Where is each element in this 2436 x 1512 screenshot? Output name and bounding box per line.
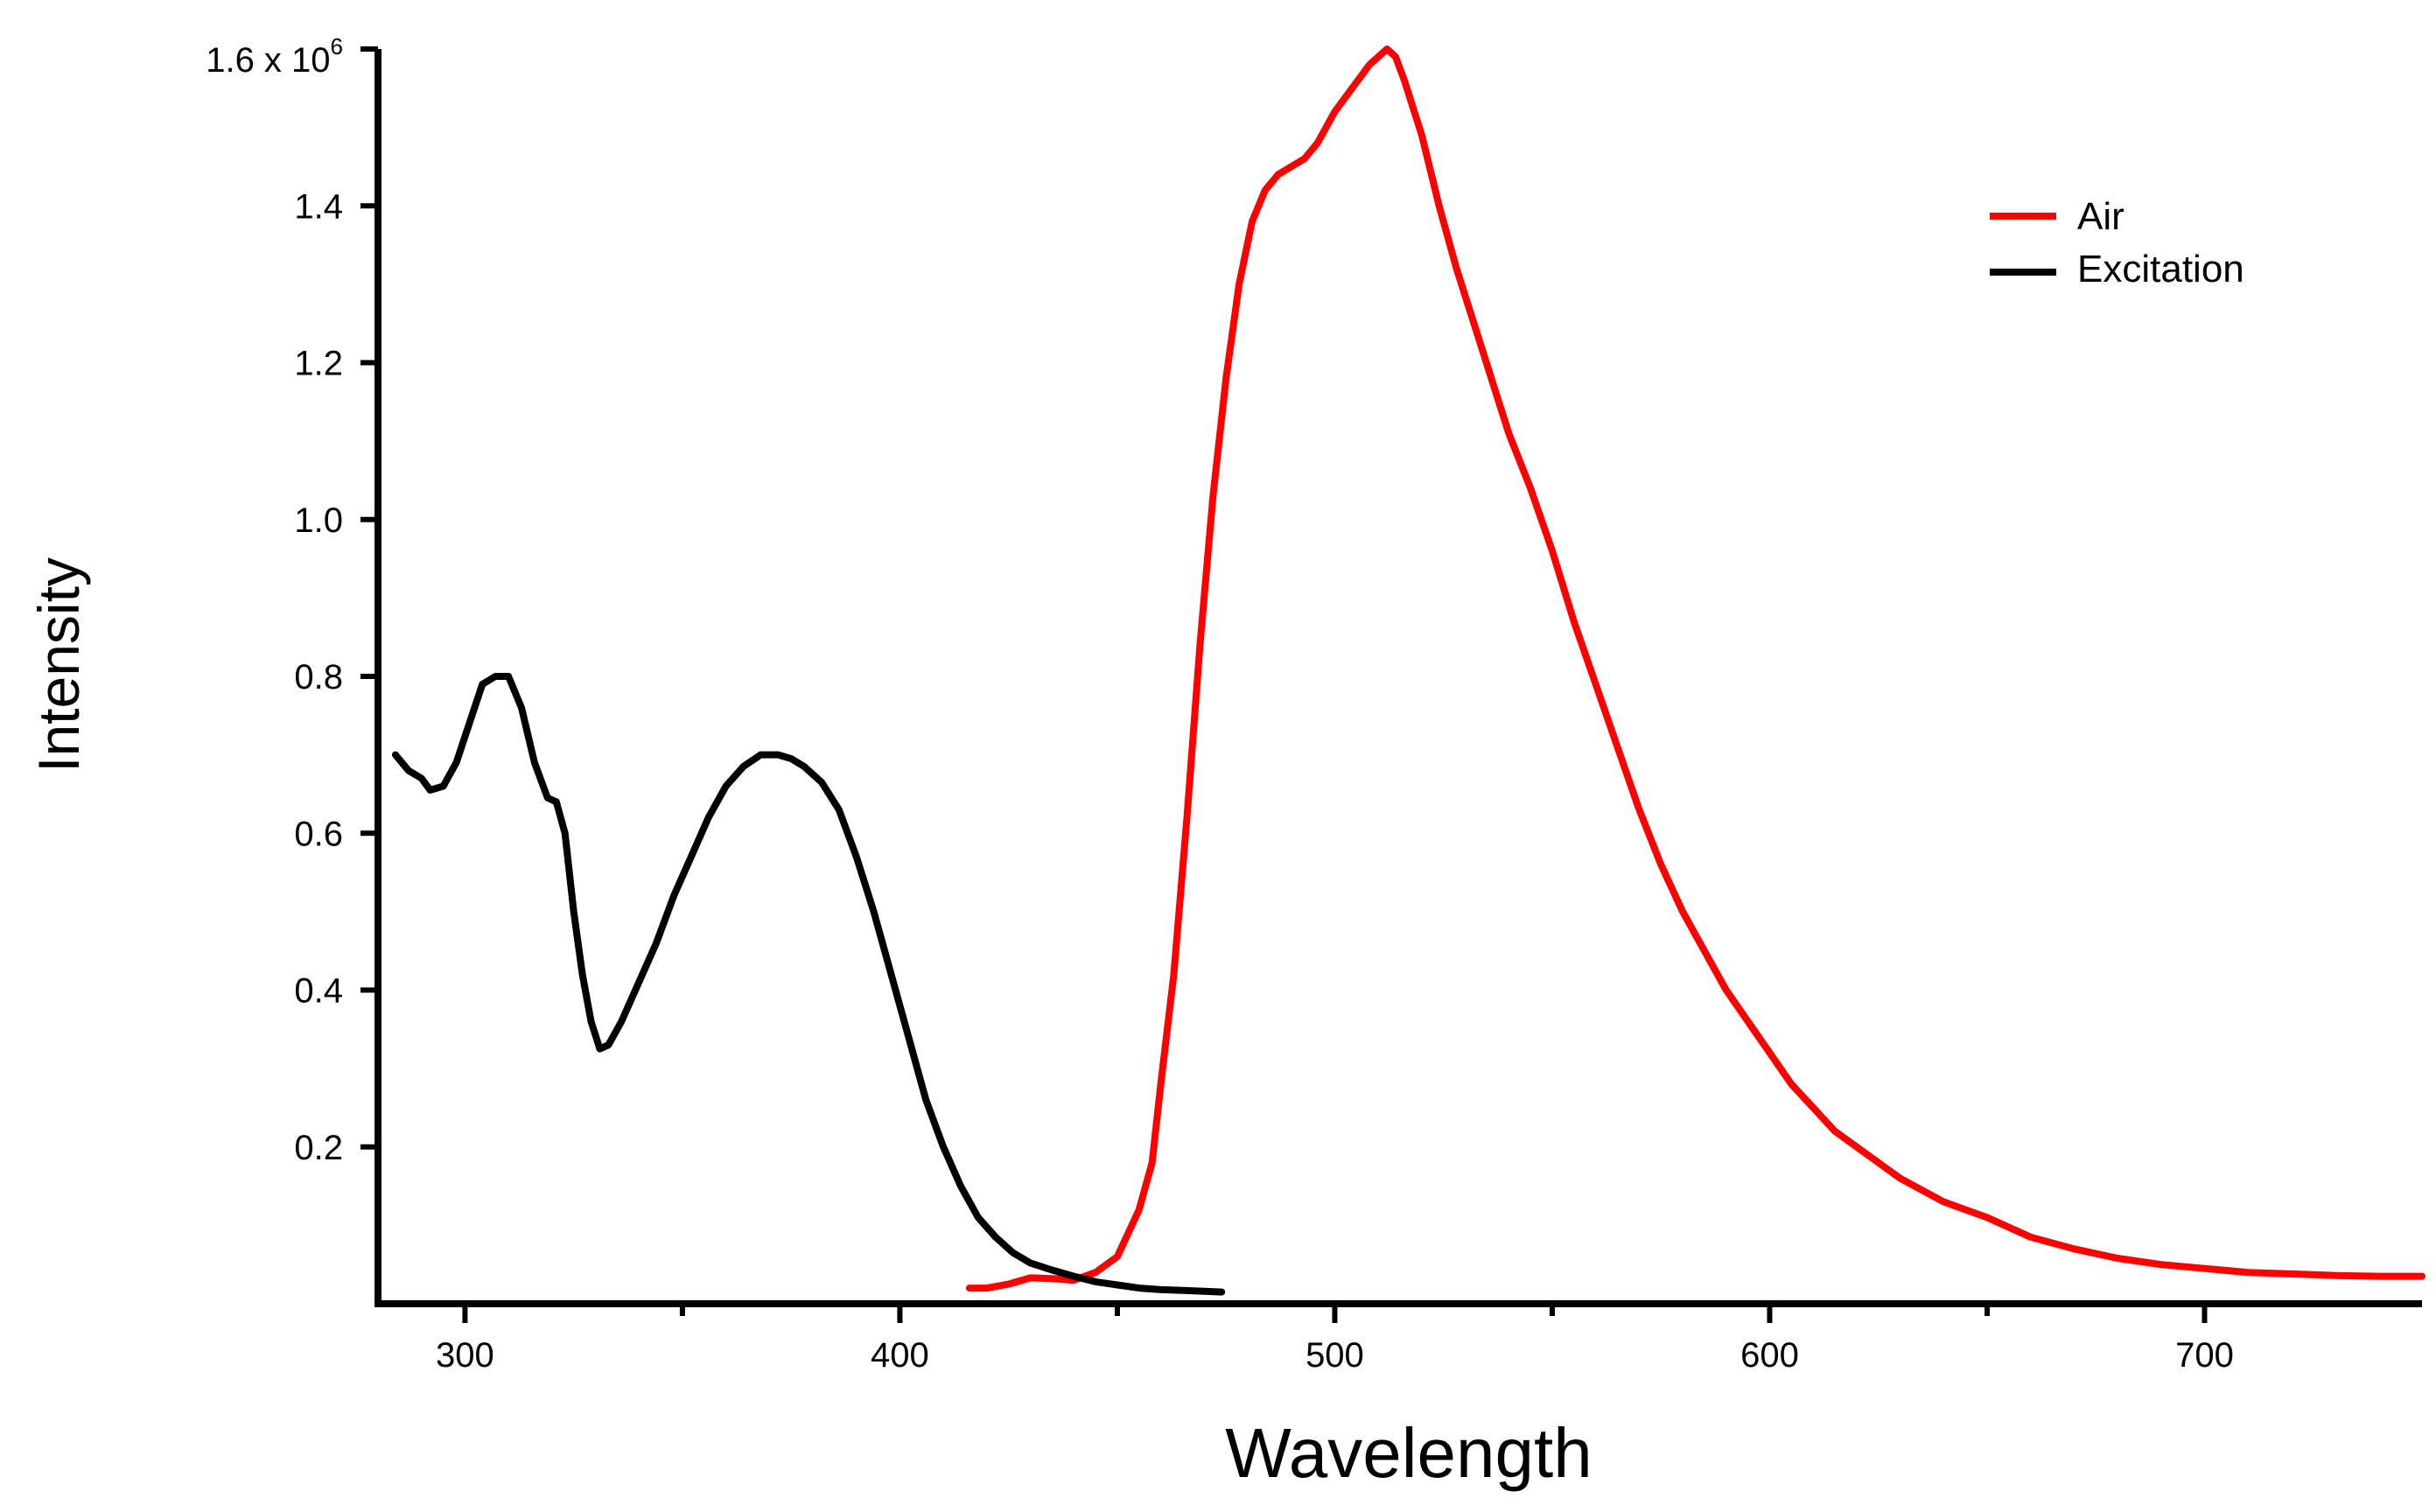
series-line-excitation bbox=[391, 673, 1226, 1296]
legend: Air Excitation bbox=[1990, 195, 2244, 290]
legend-label-excitation: Excitation bbox=[2077, 248, 2244, 290]
y-tick-label: 0.4 bbox=[294, 972, 343, 1011]
y-scale-base: 1.6 x 10 bbox=[206, 41, 330, 80]
y-tick-label: 1.2 bbox=[294, 345, 343, 383]
x-tick-label: 400 bbox=[871, 1336, 929, 1375]
legend-label-air: Air bbox=[2077, 195, 2124, 238]
y-tick-label: 1.0 bbox=[294, 501, 343, 540]
y-tick-label: 0.6 bbox=[294, 815, 343, 853]
y-tick-label: 0.2 bbox=[294, 1129, 343, 1167]
y-tick-label: 0.8 bbox=[294, 658, 343, 696]
y-scale-label: 1.6 x 106 bbox=[206, 33, 343, 80]
y-axis-title: Intensity bbox=[26, 557, 91, 773]
x-tick-label: 600 bbox=[1740, 1336, 1799, 1375]
series-line-air bbox=[965, 46, 2426, 1292]
x-tick-label: 500 bbox=[1306, 1336, 1364, 1375]
series-layer bbox=[391, 46, 2426, 1296]
y-scale-exponent: 6 bbox=[331, 33, 343, 60]
x-tick-label: 700 bbox=[2175, 1336, 2234, 1375]
x-axis-title: Wavelength bbox=[1225, 1414, 1592, 1492]
x-tick-label: 300 bbox=[436, 1336, 494, 1375]
ticks-layer: 0.2 0.4 0.6 0.8 1.0 1.2 1.4 300 400 500 600 700 bbox=[294, 46, 2234, 1375]
y-tick-label: 1.4 bbox=[294, 187, 343, 226]
